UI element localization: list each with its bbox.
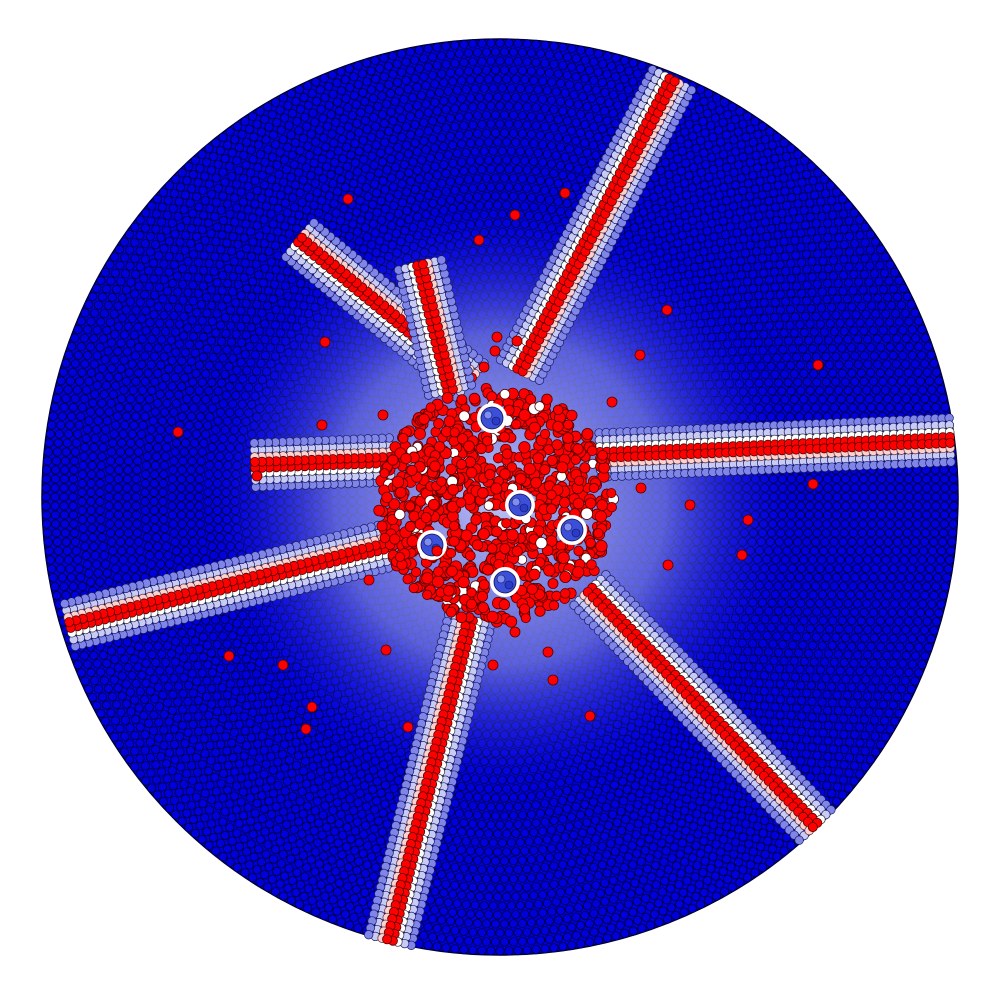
fragment-particle <box>342 193 354 205</box>
core-hole-1 <box>477 403 507 433</box>
fragment-particle <box>509 626 521 638</box>
radial-cracks <box>60 65 956 950</box>
fragment-particle <box>319 336 331 348</box>
fragment-particle <box>742 514 754 526</box>
fragment-particle <box>478 361 490 373</box>
fragment-particle <box>684 499 696 511</box>
fragment-particle <box>662 559 674 571</box>
fragment-particle <box>277 659 289 671</box>
fragment-particle <box>559 187 571 199</box>
fragment-particle <box>491 331 503 343</box>
core-hole-2 <box>505 490 535 520</box>
fragment-particle <box>661 304 673 316</box>
fragment-particle <box>606 396 618 408</box>
fragment-particle <box>542 646 554 658</box>
fragment-particle <box>300 723 312 735</box>
fragment-particle <box>363 574 375 586</box>
damaged-core <box>373 382 619 628</box>
fragment-particle <box>380 644 392 656</box>
fragment-particle <box>487 659 499 671</box>
fragment-particle <box>251 470 263 482</box>
crack-5 <box>249 433 396 492</box>
core-hole-4 <box>417 530 447 560</box>
fragment-particle <box>736 549 748 561</box>
fragment-particle <box>316 419 328 431</box>
core-hole-3 <box>557 515 587 545</box>
scattered-fragments <box>172 187 824 735</box>
fragment-particle <box>473 234 485 246</box>
crack-3 <box>393 255 477 400</box>
fragment-particle <box>807 478 819 490</box>
fragment-particle <box>511 335 523 347</box>
fragment-particle <box>306 701 318 713</box>
fragment-particle <box>509 209 521 221</box>
fragment-particle <box>172 426 184 438</box>
fragment-particle <box>634 349 646 361</box>
fragment-particle <box>431 545 443 557</box>
fragment-particle <box>377 409 389 421</box>
fragment-particle <box>402 721 414 733</box>
fragment-particle <box>812 359 824 371</box>
core-hole-5 <box>490 567 520 597</box>
crack-7 <box>569 570 836 845</box>
fragment-particle <box>547 674 559 686</box>
fragment-particle <box>489 345 501 357</box>
crack-1 <box>495 65 697 385</box>
fragment-particle <box>635 482 647 494</box>
crack-6 <box>60 519 400 651</box>
crack-8 <box>364 610 496 950</box>
fragment-particle <box>584 710 596 722</box>
crack-4 <box>594 413 956 482</box>
core-holes <box>417 403 587 597</box>
fragment-particle <box>223 650 235 662</box>
